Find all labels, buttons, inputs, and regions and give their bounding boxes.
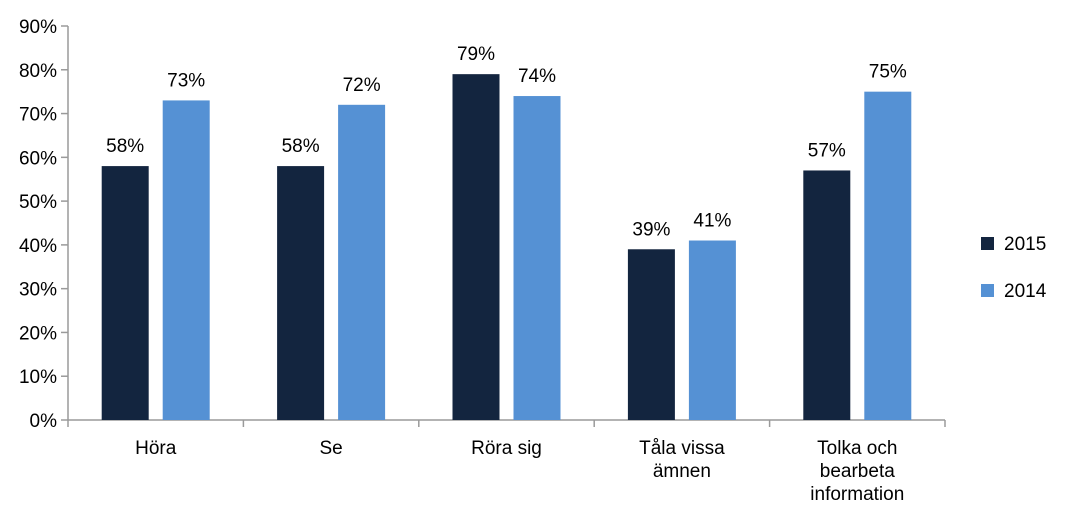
bar-data-label: 57% bbox=[808, 140, 846, 161]
y-tick-label: 40% bbox=[19, 236, 57, 257]
bar-2014 bbox=[513, 96, 561, 421]
bar-data-label: 79% bbox=[457, 44, 495, 65]
bar-2014 bbox=[162, 100, 210, 420]
legend-label: 2015 bbox=[1004, 234, 1046, 255]
y-tick-label: 90% bbox=[19, 17, 57, 38]
bar-data-label: 73% bbox=[167, 70, 205, 91]
bar-2015 bbox=[803, 170, 851, 420]
bar-2014 bbox=[864, 91, 912, 421]
y-tick-label: 0% bbox=[30, 411, 58, 432]
bar-2015 bbox=[627, 249, 675, 420]
data-labels: 58% 73% 58% 72% 79% 74% 39% 41% 57% 75% bbox=[106, 44, 907, 240]
legend-swatch bbox=[981, 284, 994, 297]
bar-2014 bbox=[338, 104, 386, 421]
bar-2014 bbox=[688, 240, 736, 420]
y-tick-label: 20% bbox=[19, 323, 57, 344]
x-category-label: Tåla vissa ämnen bbox=[639, 438, 725, 482]
x-category-label: Se bbox=[319, 438, 342, 459]
y-tick-label: 80% bbox=[19, 61, 57, 82]
legend-swatch bbox=[981, 237, 994, 250]
y-axis: 0% 10% 20% 30% 40% 50% 60% 70% 80% 90% bbox=[19, 17, 69, 432]
bar-data-label: 75% bbox=[869, 62, 907, 83]
bar-data-label: 72% bbox=[343, 75, 381, 96]
y-tick-label: 50% bbox=[19, 192, 57, 213]
x-category-label: Höra bbox=[135, 438, 177, 459]
bars bbox=[101, 74, 912, 421]
y-tick-label: 70% bbox=[19, 105, 57, 126]
bar-2015 bbox=[101, 166, 149, 420]
y-tick-label: 30% bbox=[19, 280, 57, 301]
x-axis: Höra Se Röra sig Tåla vissa ämnen Tolka och be… bbox=[67, 419, 946, 505]
x-category-label: Röra sig bbox=[471, 438, 542, 459]
bar-2015 bbox=[452, 74, 500, 421]
bar-data-label: 58% bbox=[106, 136, 144, 157]
y-tick-label: 60% bbox=[19, 148, 57, 169]
legend-label: 2014 bbox=[1004, 281, 1047, 302]
x-category-label: Tolka och bearbeta information bbox=[810, 438, 904, 505]
bar-data-label: 39% bbox=[632, 219, 670, 240]
bar-data-label: 74% bbox=[518, 66, 556, 87]
legend: 2015 2014 bbox=[981, 234, 1047, 302]
bar-data-label: 58% bbox=[282, 136, 320, 157]
y-tick-label: 10% bbox=[19, 367, 57, 388]
bar-2015 bbox=[277, 166, 325, 420]
bar-data-label: 41% bbox=[693, 211, 731, 232]
